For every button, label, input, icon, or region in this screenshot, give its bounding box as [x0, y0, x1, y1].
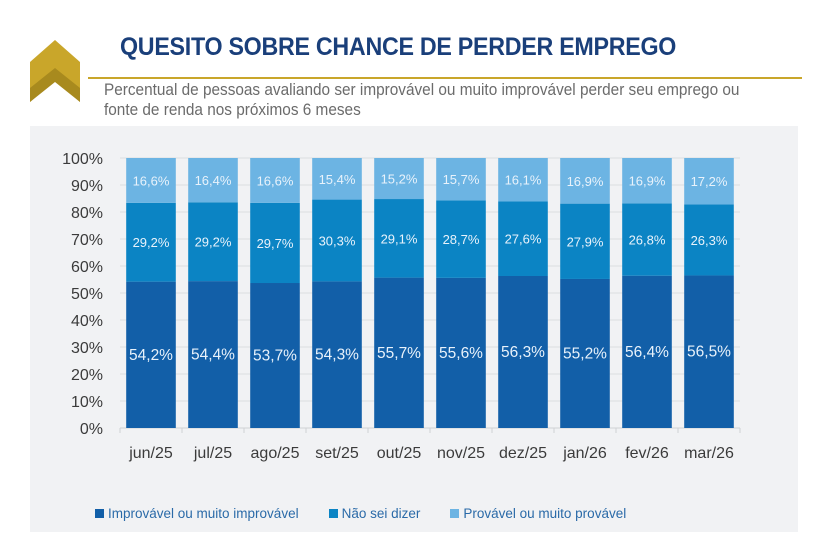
data-label: 27,6% — [505, 232, 542, 247]
data-label: 26,8% — [629, 233, 666, 248]
data-label: 54,4% — [191, 347, 235, 364]
legend-swatch-provavel — [450, 509, 460, 518]
bar-segment — [560, 278, 610, 428]
data-label: 56,4% — [625, 344, 669, 361]
y-tick-label: 0% — [80, 421, 103, 438]
data-label: 30,3% — [319, 233, 356, 248]
data-label: 16,9% — [567, 174, 604, 189]
bar-segment — [374, 199, 424, 278]
bar-segment — [436, 200, 486, 278]
x-tick-label: fev/26 — [625, 445, 669, 462]
data-label: 26,3% — [691, 233, 728, 248]
bar-segment — [250, 202, 300, 284]
data-label: 56,5% — [687, 344, 731, 361]
x-tick-label: dez/25 — [499, 445, 547, 462]
page-subtitle: Percentual de pessoas avaliando ser impr… — [104, 81, 740, 119]
data-label: 17,2% — [691, 174, 728, 189]
legend-item-improvavel: Improvável ou muito improvável — [95, 506, 299, 521]
y-tick-label: 50% — [71, 286, 103, 303]
data-label: 55,7% — [377, 345, 421, 362]
legend-swatch-nao-sei — [328, 509, 338, 518]
legend-item-provavel: Provável ou muito provável — [450, 506, 626, 521]
data-label: 16,4% — [195, 173, 232, 188]
data-label: 28,7% — [443, 232, 480, 247]
data-label: 55,6% — [439, 345, 483, 362]
y-tick-label: 70% — [71, 232, 103, 249]
x-tick-label: jul/25 — [193, 445, 232, 462]
bar-segment — [684, 204, 734, 276]
bar-segment — [312, 199, 362, 282]
legend-swatch-improvavel — [95, 509, 104, 518]
bar-segment — [312, 281, 362, 428]
data-label: 15,7% — [443, 172, 480, 187]
bar-segment — [188, 158, 238, 203]
bar-segment — [250, 283, 300, 428]
y-tick-label: 30% — [71, 340, 103, 357]
y-tick-label: 80% — [71, 205, 103, 222]
y-tick-label: 40% — [71, 313, 103, 330]
data-label: 29,1% — [381, 231, 418, 246]
y-tick-label: 60% — [71, 259, 103, 276]
bar-segment — [126, 158, 176, 203]
x-tick-label: nov/25 — [437, 445, 485, 462]
bar-segment — [436, 158, 486, 201]
y-tick-label: 20% — [71, 367, 103, 384]
data-label: 15,2% — [381, 172, 418, 187]
data-label: 15,4% — [319, 172, 356, 187]
bar-segment — [498, 201, 548, 276]
x-tick-label: jan/26 — [562, 445, 607, 462]
x-tick-label: out/25 — [377, 445, 422, 462]
x-tick-label: ago/25 — [251, 445, 300, 462]
bar-segment — [498, 158, 548, 202]
bar-segment — [250, 158, 300, 203]
data-label: 29,7% — [257, 236, 294, 251]
bar-segment — [622, 275, 672, 428]
y-tick-label: 10% — [71, 394, 103, 411]
bar-segment — [684, 158, 734, 205]
x-tick-label: mar/26 — [684, 445, 734, 462]
bar-segment — [684, 275, 734, 428]
data-label: 56,3% — [501, 344, 545, 361]
bar-segment — [126, 281, 176, 428]
data-label: 16,6% — [133, 173, 170, 188]
bar-segment — [622, 158, 672, 204]
x-tick-label: jun/25 — [128, 445, 173, 462]
bar-segment — [188, 281, 238, 428]
bar-segment — [374, 277, 424, 428]
y-tick-label: 100% — [62, 151, 103, 168]
legend-label: Provável ou muito provável — [463, 506, 627, 521]
bar-segment — [126, 202, 176, 282]
bar-segment — [498, 275, 548, 428]
legend-label: Não sei dizer — [341, 506, 421, 521]
data-label: 16,1% — [505, 173, 542, 188]
bar-segment — [436, 277, 486, 428]
bar-segment — [312, 158, 362, 200]
bar-segment — [560, 158, 610, 204]
page-title: QUESITO SOBRE CHANCE DE PERDER EMPREGO — [120, 33, 677, 61]
data-label: 16,9% — [629, 174, 666, 189]
legend-label: Improvável ou muito improvável — [108, 506, 299, 521]
data-label: 29,2% — [133, 235, 170, 250]
title-divider — [88, 77, 802, 79]
y-tick-label: 90% — [71, 178, 103, 195]
bar-segment — [188, 202, 238, 282]
data-label: 54,3% — [315, 347, 359, 364]
data-label: 29,2% — [195, 235, 232, 250]
legend-item-nao-sei: Não sei dizer — [328, 506, 421, 521]
x-tick-label: set/25 — [315, 445, 359, 462]
data-label: 53,7% — [253, 348, 297, 365]
data-label: 16,6% — [257, 173, 294, 188]
data-label: 54,2% — [129, 347, 173, 364]
chart-legend: Improvável ou muito improvável Não sei d… — [95, 506, 626, 521]
data-label: 55,2% — [563, 345, 607, 362]
data-label: 27,9% — [567, 234, 604, 249]
bar-segment — [560, 203, 610, 279]
bar-segment — [622, 203, 672, 276]
chevron-up-icon — [30, 40, 80, 102]
bar-segment — [374, 158, 424, 200]
